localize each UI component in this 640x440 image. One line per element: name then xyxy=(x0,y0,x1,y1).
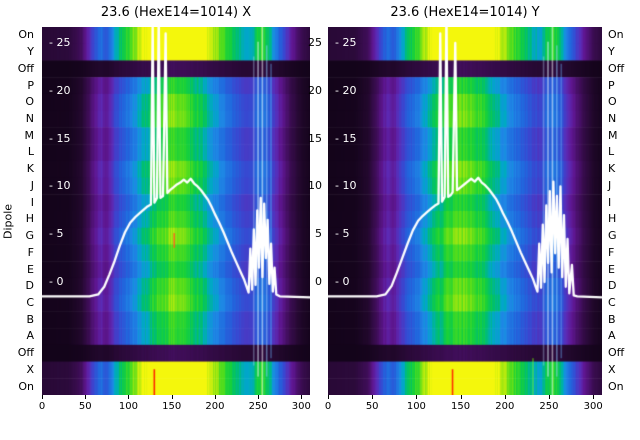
row-label: G xyxy=(25,229,34,243)
x-tick-mark xyxy=(372,395,374,399)
x-tick-mark xyxy=(85,395,87,399)
row-label: O xyxy=(608,95,617,109)
x-tick-label: 200 xyxy=(205,401,225,412)
row-label: E xyxy=(608,262,615,276)
x-tick-mark xyxy=(548,395,550,399)
x-tick-mark xyxy=(593,395,595,399)
x-tick-mark xyxy=(416,395,418,399)
heatmap-canvas-x xyxy=(42,27,310,395)
row-label: N xyxy=(25,112,34,125)
row-label: N xyxy=(608,112,617,125)
row-label: O xyxy=(25,95,34,109)
row-labels-left: On Y Off P O N M L K J I H G F E D C B A Off X On xyxy=(0,27,38,395)
panel-title-x: 23.6 (HexE14=1014) X xyxy=(100,5,252,20)
x-tick-mark xyxy=(214,395,216,399)
row-label: E xyxy=(27,262,34,276)
row-label: A xyxy=(608,329,616,343)
x-tick-mark xyxy=(328,395,329,399)
heatmap-canvas-y xyxy=(328,27,602,395)
row-label: L xyxy=(608,145,615,159)
x-tick-label: 150 xyxy=(451,401,471,412)
x-tick-mark xyxy=(301,395,303,399)
panel-title-y: 23.6 (HexE14=1014) Y xyxy=(390,5,540,20)
row-label: D xyxy=(608,279,617,293)
x-tick-mark xyxy=(460,395,462,399)
x-tick-label: 50 xyxy=(365,401,379,412)
row-label: On xyxy=(608,379,624,393)
row-label: A xyxy=(26,329,34,343)
row-label: X xyxy=(26,362,34,376)
heatmap-panel-y: 23.6 (HexE14=1014) Y - 25- 20- 15- 10- 5… xyxy=(325,5,603,412)
row-label: P xyxy=(608,78,615,92)
row-label: J xyxy=(30,178,34,192)
row-label: C xyxy=(26,296,34,309)
row-label: Off xyxy=(608,61,625,75)
y-ticks-outside: 25 20 15 10 5 0 xyxy=(284,27,324,395)
row-label: D xyxy=(25,279,34,293)
row-label: J xyxy=(608,178,612,192)
x-tick-mark xyxy=(504,395,506,399)
row-label: H xyxy=(25,212,34,226)
row-label: M xyxy=(24,128,35,142)
row-label: On xyxy=(18,379,34,393)
row-label: Off xyxy=(608,346,625,360)
row-label: C xyxy=(608,296,616,309)
y-tick-label-outside: 10 xyxy=(308,179,322,193)
row-label: Y xyxy=(27,45,34,59)
row-label: P xyxy=(27,78,34,92)
row-label: G xyxy=(608,229,617,243)
row-label: B xyxy=(26,312,34,326)
y-tick-label-outside: 15 xyxy=(308,131,322,145)
x-tick-label: 0 xyxy=(38,401,46,412)
x-tick-label: 150 xyxy=(162,401,182,412)
row-label: Off xyxy=(17,61,34,75)
row-label: K xyxy=(608,162,616,176)
row-label: B xyxy=(608,312,616,326)
row-label: M xyxy=(608,128,618,142)
x-tick-label: 250 xyxy=(539,401,559,412)
x-tick-label: 50 xyxy=(78,401,92,412)
row-label: Off xyxy=(17,346,34,360)
x-tick-label: 200 xyxy=(495,401,515,412)
x-tick-label: 300 xyxy=(291,401,311,412)
row-label: I xyxy=(608,195,612,209)
heatmap-panel-x: 23.6 (HexE14=1014) X - 25- 20- 15- 10- 5… xyxy=(39,5,311,412)
row-label: Y xyxy=(608,45,615,59)
x-tick-mark xyxy=(258,395,260,399)
y-tick-label-outside: 0 xyxy=(315,275,322,288)
row-label: F xyxy=(27,245,34,259)
y-tick-label-outside: 5 xyxy=(315,227,322,241)
x-tick-label: 100 xyxy=(118,401,138,412)
row-label: K xyxy=(26,162,34,176)
row-label: F xyxy=(608,245,615,259)
x-tick-mark xyxy=(128,395,130,399)
x-tick-label: 0 xyxy=(324,401,332,412)
x-tick-mark xyxy=(42,395,43,399)
row-label: On xyxy=(18,28,34,42)
x-tick-label: 100 xyxy=(406,401,426,412)
x-ticks-y: 0 50 100 150 200 250 300 xyxy=(324,395,603,423)
y-tick-label-outside: 20 xyxy=(308,83,322,97)
x-ticks-x: 0 50 100 150 200 250 300 xyxy=(38,395,311,423)
row-label: On xyxy=(608,28,624,42)
row-label: X xyxy=(608,362,616,376)
x-tick-mark xyxy=(171,395,173,399)
x-tick-label: 300 xyxy=(583,401,603,412)
row-labels-right: On Y Off P O N M L K J I H G F E D C B A Off X On xyxy=(606,27,640,395)
x-tick-label: 250 xyxy=(248,401,268,412)
y-tick-label-outside: 25 xyxy=(308,36,322,49)
row-label: H xyxy=(608,212,617,226)
row-label: L xyxy=(27,145,34,159)
row-label: I xyxy=(30,195,34,209)
